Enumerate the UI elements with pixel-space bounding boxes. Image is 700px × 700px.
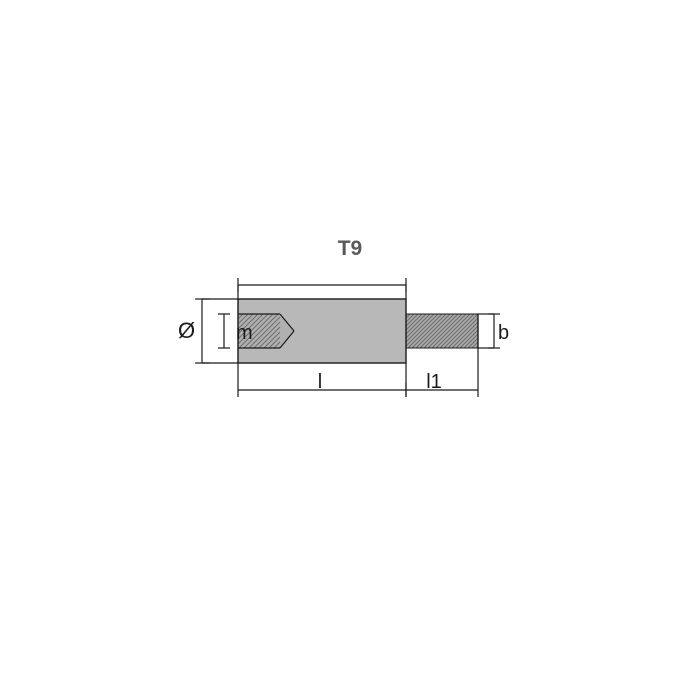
m-label: m xyxy=(236,322,253,344)
b-label: b xyxy=(498,322,509,344)
l1-label: l1 xyxy=(426,371,442,393)
diameter-label: Ø xyxy=(178,318,195,343)
standoff-diagram: T9 Øm b l l1 xyxy=(0,0,700,700)
l-label: l xyxy=(318,371,322,393)
title-label: T9 xyxy=(338,237,363,260)
